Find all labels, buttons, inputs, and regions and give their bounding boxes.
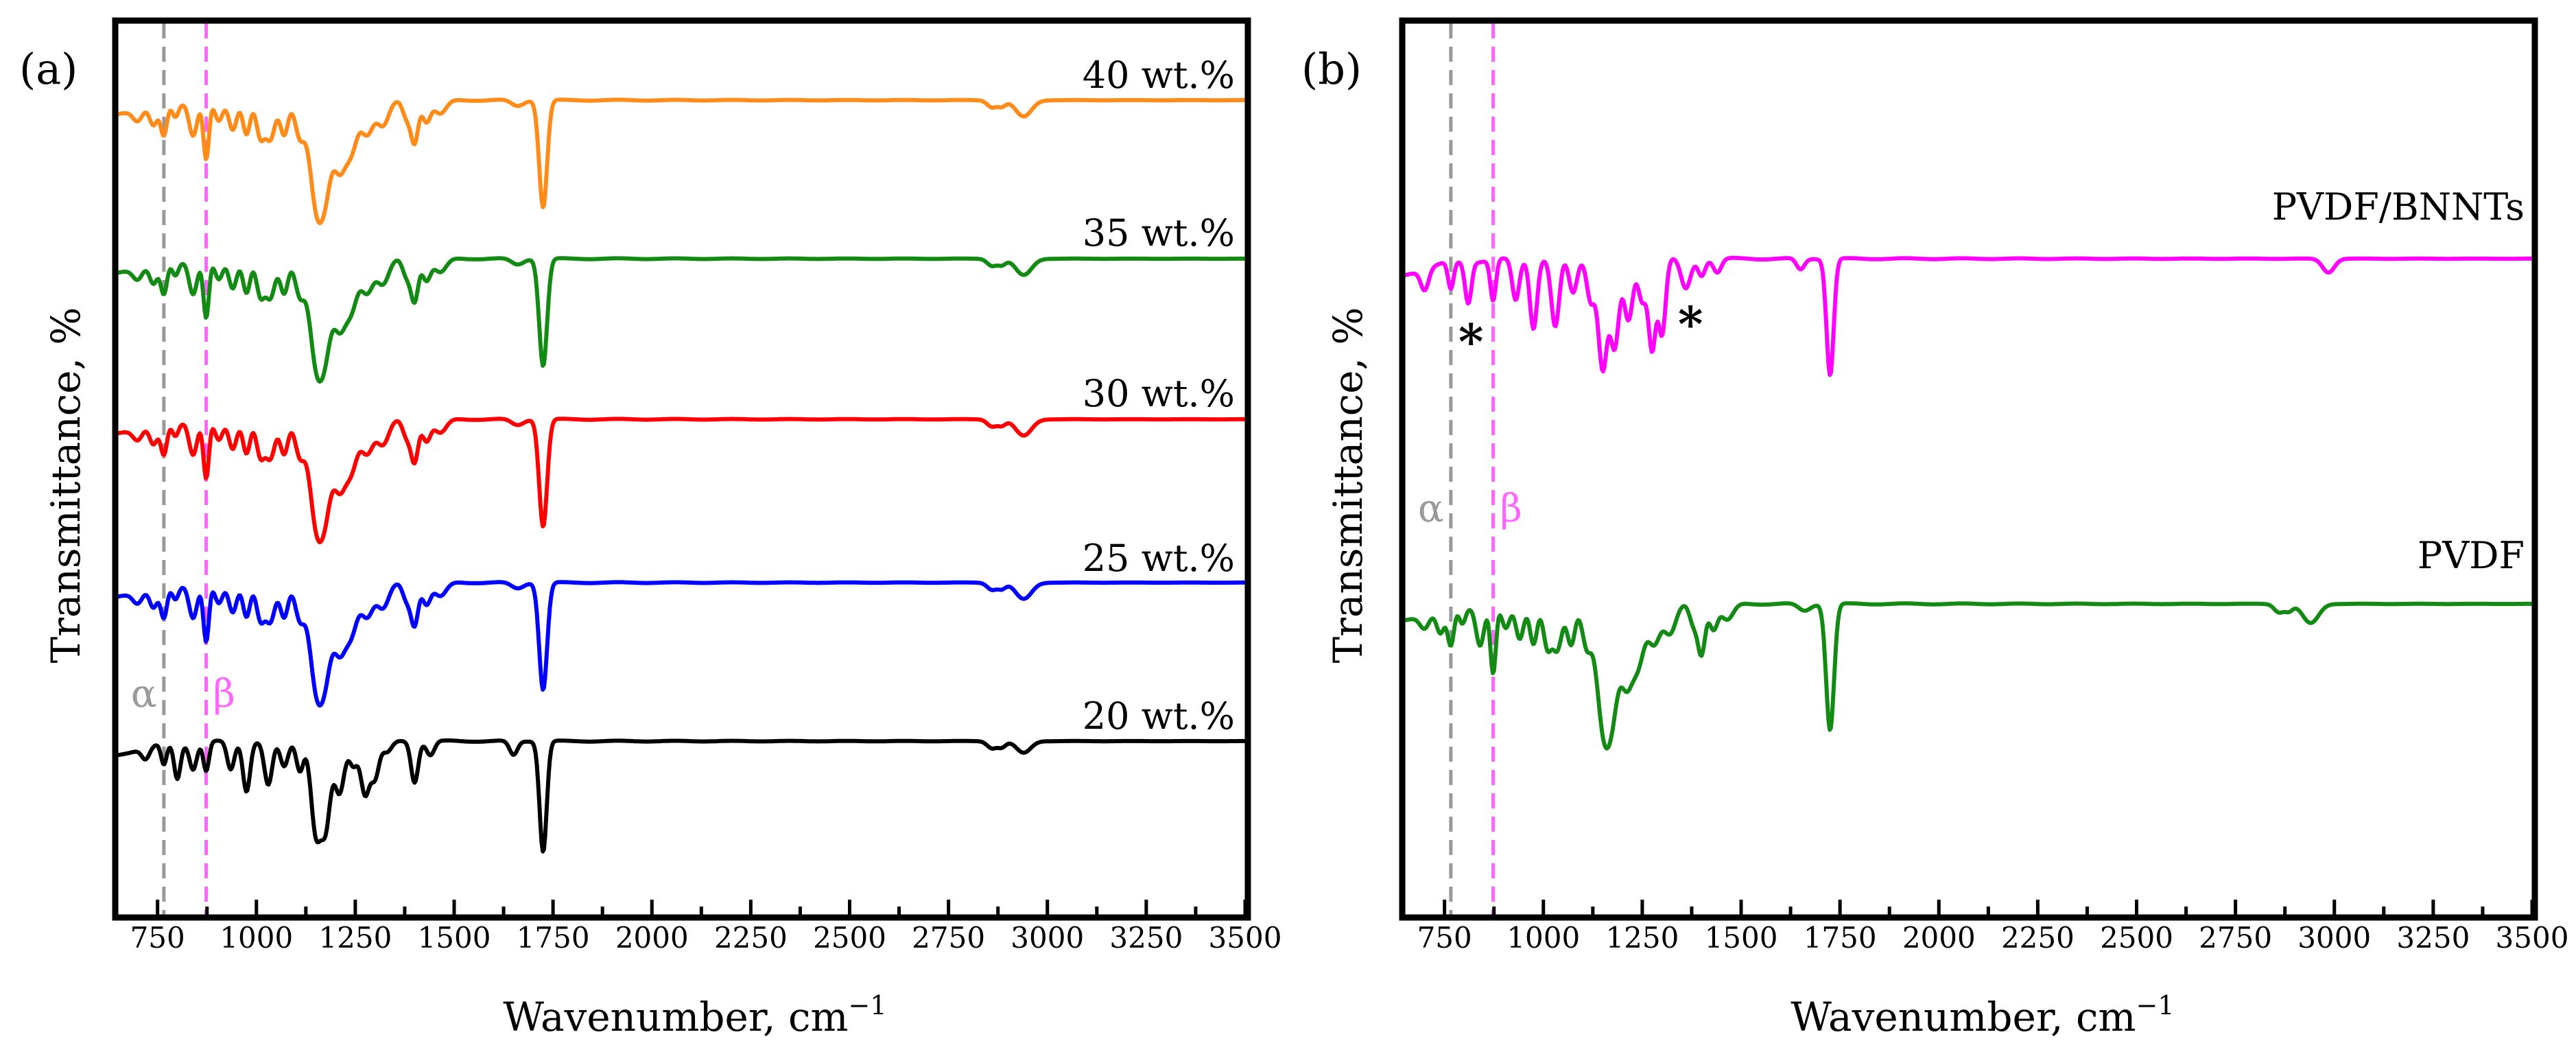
series-line-35-wt-: [117, 256, 1246, 384]
x-tick-label: 1500: [1705, 921, 1778, 955]
y-axis-label: Transmittance, %: [43, 307, 89, 664]
x-tick-label: 3250: [2396, 921, 2470, 955]
x-tick-label: 1750: [1804, 921, 1877, 955]
x-tick-label: 3500: [1209, 921, 1282, 955]
y-axis-label: Transmittance, %: [1325, 307, 1371, 664]
beta-label: β: [213, 672, 235, 716]
x-axis-label-superscript: −1: [2136, 990, 2175, 1020]
series-label: 30 wt.%: [1083, 372, 1235, 415]
x-tick-label: 1000: [220, 921, 293, 955]
x-tick-label: 1250: [1605, 921, 1679, 955]
plot-frame: [112, 17, 1251, 921]
x-tick-label: 2500: [813, 921, 886, 955]
x-tick-label: 750: [1417, 921, 1472, 955]
x-tick-label: 2250: [714, 921, 788, 955]
x-tick-label: 2750: [2199, 921, 2272, 955]
series-label: 20 wt.%: [1083, 694, 1235, 738]
x-tick-label: 2000: [1902, 921, 1976, 955]
x-tick-label: 2000: [615, 921, 689, 955]
x-tick-label: 2250: [2001, 921, 2075, 955]
x-tick-label: 2750: [912, 921, 985, 955]
asterisk-1: *: [1458, 314, 1484, 371]
alpha-label: α: [131, 672, 157, 716]
panel-b: (b) Transmittance, % Wavenumber, cm−1 α β…: [1301, 17, 2569, 1040]
x-axis-label: Wavenumber, cm−1: [503, 990, 886, 1040]
alpha-label: α: [1418, 487, 1444, 531]
x-axis-label-text: Wavenumber, cm: [503, 994, 848, 1040]
x-tick-label: 750: [130, 921, 185, 955]
x-tick-label: 2500: [2100, 921, 2173, 955]
x-tick-label: 3500: [2496, 921, 2569, 955]
series-label: 25 wt.%: [1083, 537, 1235, 580]
x-axis-label-text: Wavenumber, cm: [1791, 994, 2136, 1040]
x-tick-label: 3000: [2297, 921, 2371, 955]
series-line-30-wt-: [117, 417, 1246, 545]
series-line-25-wt-: [117, 580, 1246, 708]
x-axis-label-superscript: −1: [849, 990, 887, 1020]
plot-area: α β 40 wt.% 35 wt.% 30 wt.% 25 wt.% 20 wt.% 750…: [117, 23, 1282, 955]
beta-label: β: [1500, 487, 1522, 531]
series-line-20-wt-: [117, 738, 1246, 854]
series-line-pvdf: [1404, 601, 2533, 751]
series-label: 40 wt.%: [1083, 54, 1235, 97]
x-tick-label: 1500: [418, 921, 491, 955]
asterisk-2: *: [1678, 296, 1703, 353]
x-tick-label: 3250: [1109, 921, 1183, 955]
x-axis-label: Wavenumber, cm−1: [1791, 990, 2174, 1040]
plot-area: α β PVDF/BNNTs PVDF * * 750 1000 1250 1500 1750 200…: [1404, 23, 2569, 955]
x-tick-label: 1250: [318, 921, 392, 955]
series-label: PVDF: [2418, 534, 2525, 577]
panel-label: (b): [1301, 44, 1362, 94]
plot-frame: [1399, 17, 2538, 921]
series-label: 35 wt.%: [1083, 211, 1235, 255]
x-tick-label: 3000: [1011, 921, 1084, 955]
series-label: PVDF/BNNTs: [2272, 185, 2525, 229]
series-line-40-wt-: [117, 97, 1246, 226]
series-line-pvdf-bnnts: [1404, 255, 2533, 377]
panel-label: (a): [19, 44, 78, 94]
panel-a: (a) Transmittance, % Wavenumber, cm−1 α β…: [19, 17, 1282, 1040]
x-tick-label: 1000: [1506, 921, 1580, 955]
x-tick-label: 1750: [517, 921, 590, 955]
